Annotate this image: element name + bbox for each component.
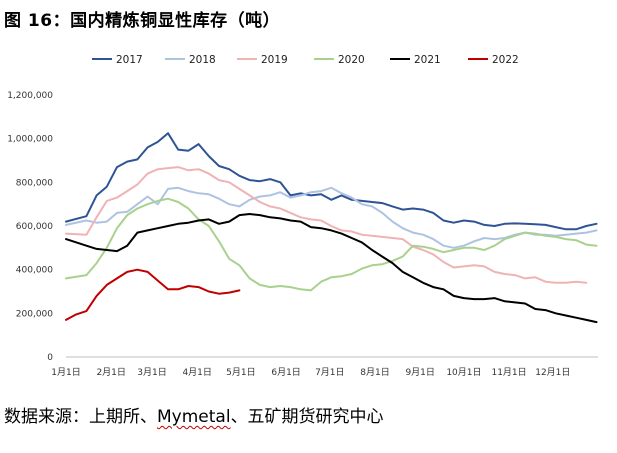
series-line-2019 <box>65 166 588 284</box>
x-tick-label: 6月1日 <box>271 367 300 378</box>
x-axis: 1月1日 2月1日 3月1日 4月1日 5月1日 6月1日 7月1日 8月1日 9月1日 10月1… <box>51 356 598 378</box>
x-tick-label: 1月1日 <box>51 367 80 378</box>
series-line-2020 <box>65 197 598 292</box>
x-tick-label: 12月1日 <box>535 367 570 378</box>
x-tick-label: 7月1日 <box>315 367 344 378</box>
y-tick-label: 400,000 <box>16 266 53 276</box>
source-prefix: 数据来源：上期所、 <box>4 407 157 427</box>
legend-label-2019: 2019 <box>261 54 288 66</box>
y-tick-label: 1,200,000 <box>7 91 53 101</box>
source-mymetal: Mymetal <box>157 407 231 427</box>
source-suffix: 、五矿期货研究中心 <box>230 407 384 427</box>
x-tick-label: 5月1日 <box>226 367 255 378</box>
x-tick-label: 11月1日 <box>491 367 526 378</box>
legend-label-2020: 2020 <box>338 54 365 66</box>
x-tick-label: 3月1日 <box>137 367 166 378</box>
y-tick-label: 0 <box>47 353 53 363</box>
y-tick-label: 600,000 <box>16 222 53 232</box>
legend-label-2022: 2022 <box>492 54 519 66</box>
y-tick-label: 800,000 <box>16 178 53 188</box>
legend-label-2021: 2021 <box>414 54 441 66</box>
y-tick-label: 1,000,000 <box>7 135 53 145</box>
legend-label-2018: 2018 <box>189 54 216 66</box>
series-line-2021 <box>65 213 598 324</box>
x-tick-label: 9月1日 <box>405 367 434 378</box>
series-line-2022 <box>65 268 241 321</box>
x-tick-label: 10月1日 <box>446 367 481 378</box>
x-tick-label: 4月1日 <box>182 367 211 378</box>
data-source-note: 数据来源：上期所、Mymetal、五矿期货研究中心 <box>4 402 384 427</box>
series-line-2017 <box>65 132 598 231</box>
series-lines <box>65 132 598 324</box>
chart-legend: 2017 2018 2019 2020 2021 2022 <box>92 54 519 66</box>
y-axis: 0 200,000 400,000 600,000 800,000 1,000,000 1,… <box>7 91 53 363</box>
x-tick-label: 2月1日 <box>96 367 125 378</box>
legend-label-2017: 2017 <box>116 54 143 66</box>
y-tick-label: 200,000 <box>16 309 53 319</box>
figure-title: 图 16：国内精炼铜显性库存（吨） <box>4 11 281 31</box>
series-line-2018 <box>65 186 598 249</box>
x-tick-label: 8月1日 <box>360 367 389 378</box>
